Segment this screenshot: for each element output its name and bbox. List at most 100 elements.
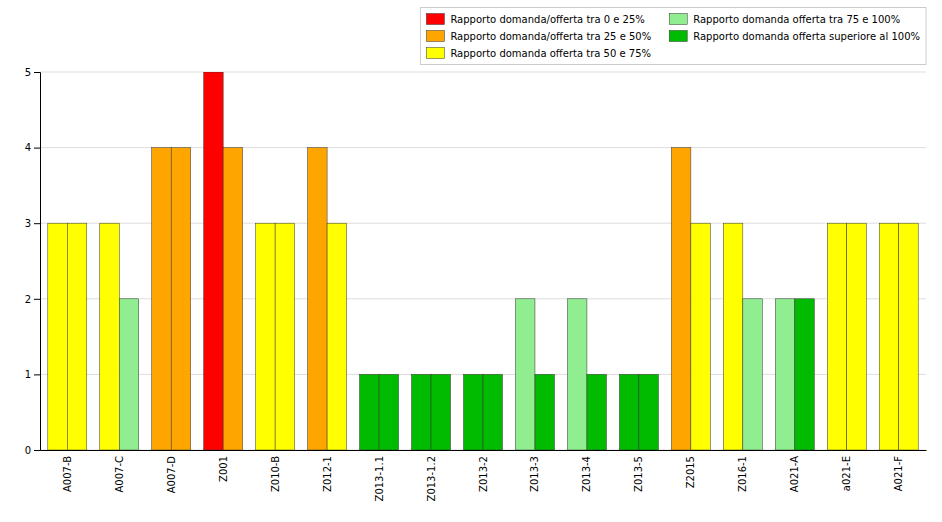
y-tick-label: 0 — [25, 445, 31, 456]
bar — [275, 223, 294, 450]
x-tick: Z016-1 — [737, 456, 748, 492]
x-tick: A007-B — [62, 456, 73, 492]
x-tick: Z013-5 — [633, 456, 644, 492]
bar — [899, 223, 918, 450]
x-tick: Z013-2 — [478, 456, 489, 492]
bar — [515, 299, 534, 450]
y-axis: 0 1 2 3 4 5 — [25, 67, 41, 456]
y-tick: 0 — [25, 445, 40, 456]
legend-item: Rapporto domanda/offerta tra 0 e 25% — [426, 14, 644, 25]
x-tick: a021-E — [841, 456, 852, 491]
grid-line — [40, 72, 926, 73]
bar — [256, 223, 275, 450]
x-tick: Z013-4 — [581, 456, 592, 492]
bar — [619, 374, 638, 450]
y-tick-label: 5 — [25, 67, 31, 78]
x-tick: A021-F — [893, 456, 904, 492]
axis-domain — [41, 450, 927, 451]
bar — [483, 374, 502, 450]
bar — [743, 299, 762, 450]
bar — [723, 223, 742, 450]
y-tick-mark — [34, 223, 40, 224]
x-tick-label: A007-B — [62, 456, 73, 492]
bar — [67, 223, 86, 450]
x-tick: A007-D — [166, 456, 177, 494]
x-tick-label: Z013-1.2 — [426, 456, 437, 501]
bar — [587, 374, 606, 450]
bar — [48, 223, 67, 450]
bar — [535, 374, 554, 450]
bar — [691, 223, 710, 450]
y-tick-label: 4 — [25, 142, 31, 153]
legend-swatch — [426, 14, 444, 25]
bar — [171, 148, 190, 450]
x-tick: Z013-1.1 — [374, 456, 385, 501]
legend-swatch — [669, 31, 687, 42]
y-tick-mark — [34, 450, 40, 451]
x-tick-label: Z012-1 — [322, 456, 333, 492]
x-tick-label: Z2015 — [685, 456, 696, 488]
legend-swatch — [426, 48, 444, 59]
x-tick-label: A021-F — [893, 456, 904, 492]
bar — [639, 374, 658, 450]
y-tick: 1 — [25, 369, 40, 380]
y-tick-mark — [34, 299, 40, 300]
bar — [119, 299, 138, 450]
x-tick: Z010-B — [270, 456, 281, 492]
bar — [775, 299, 794, 450]
y-tick-mark — [34, 374, 40, 375]
x-tick-label: Z016-1 — [737, 456, 748, 492]
plot-area: A007-B A007-C A007-D Z001 Z010-B Z012-1 Z013-1… — [25, 67, 927, 502]
bar — [431, 374, 450, 450]
bar — [360, 374, 379, 450]
bar — [847, 223, 866, 450]
grid — [40, 72, 926, 450]
bar — [464, 374, 483, 450]
x-tick: Z013-3 — [529, 456, 540, 492]
bar-series — [67, 148, 918, 450]
x-tick-label: Z013-3 — [529, 456, 540, 492]
y-tick-mark — [34, 148, 40, 149]
x-tick-label: Z010-B — [270, 456, 281, 492]
x-tick-label: A007-D — [166, 456, 177, 494]
legend-item: Rapporto domanda offerta superiore al 10… — [669, 31, 920, 42]
bar-series — [48, 72, 899, 450]
legend-swatch — [669, 14, 687, 25]
x-tick: Z012-1 — [322, 456, 333, 492]
x-tick-label: Z001 — [218, 456, 229, 482]
y-tick: 5 — [25, 67, 40, 78]
legend-swatch — [426, 31, 444, 42]
y-tick: 2 — [25, 294, 40, 305]
x-tick-label: a021-E — [841, 456, 852, 491]
legend-label: Rapporto domanda offerta superiore al 10… — [693, 31, 920, 42]
bar — [412, 374, 431, 450]
bar — [204, 72, 223, 450]
x-tick: A007-C — [114, 456, 125, 493]
bar — [100, 223, 119, 450]
x-axis: A007-B A007-C A007-D Z001 Z010-B Z012-1 Z013-1… — [41, 451, 927, 502]
y-tick-mark — [34, 72, 40, 73]
bar — [671, 148, 690, 450]
x-tick-label: A007-C — [114, 456, 125, 493]
legend-item: Rapporto domanda/offerta tra 25 e 50% — [426, 31, 651, 42]
bar — [379, 374, 398, 450]
legend-frame — [420, 8, 926, 65]
legend: Rapporto domanda/offerta tra 0 e 25% Rapp… — [420, 8, 926, 65]
legend-item: Rapporto domanda offerta tra 50 e 75% — [426, 48, 651, 59]
legend-item: Rapporto domanda offerta tra 75 e 100% — [669, 14, 900, 25]
x-tick: Z013-1.2 — [426, 456, 437, 501]
chart-svg: A007-B A007-C A007-D Z001 Z010-B Z012-1 Z013-1… — [0, 0, 942, 522]
x-tick-label: A021-A — [789, 456, 800, 492]
bars — [48, 72, 918, 450]
bar — [223, 148, 242, 450]
x-tick: Z2015 — [685, 456, 696, 488]
y-tick: 3 — [25, 218, 40, 229]
y-tick-label: 1 — [25, 369, 31, 380]
legend-label: Rapporto domanda/offerta tra 0 e 25% — [450, 14, 644, 25]
y-tick-label: 3 — [25, 218, 31, 229]
axis-domain — [34, 73, 41, 451]
x-tick-label: Z013-1.1 — [374, 456, 385, 501]
legend-label: Rapporto domanda/offerta tra 25 e 50% — [450, 31, 651, 42]
y-tick: 4 — [25, 142, 40, 153]
legend-label: Rapporto domanda offerta tra 50 e 75% — [450, 48, 651, 59]
